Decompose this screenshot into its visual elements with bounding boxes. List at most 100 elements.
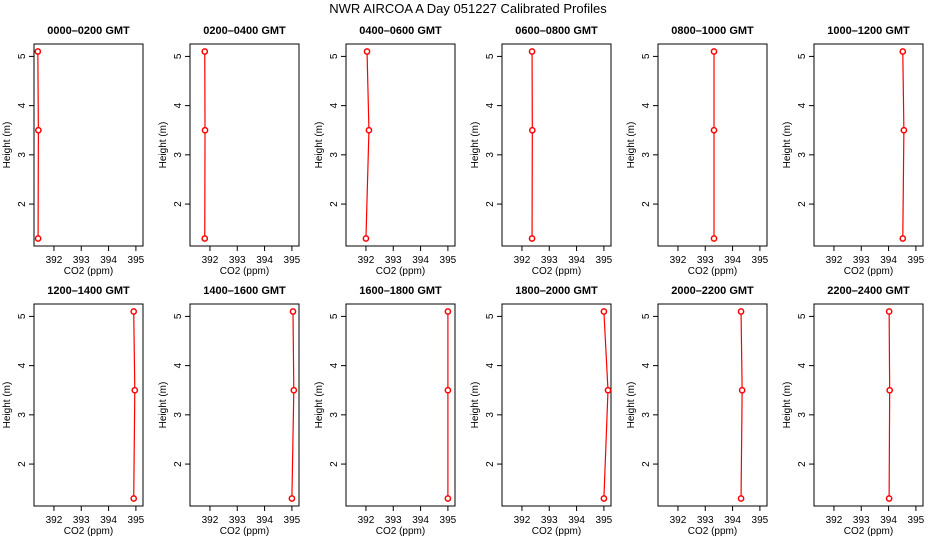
y-tick-label: 5 <box>485 313 496 319</box>
y-tick-label: 4 <box>797 362 808 368</box>
data-point <box>444 386 452 394</box>
profile-line <box>133 311 136 499</box>
x-tick-label: 394 <box>256 515 273 526</box>
x-tick-label: 392 <box>670 255 687 266</box>
panel: 2200–2400 GMT 392 393 394 395 2 3 4 5 CO2 (ppm) He… <box>782 285 925 537</box>
x-tick-label: 395 <box>596 255 613 266</box>
data-point <box>737 495 745 502</box>
x-axis-label: CO2 (ppm) <box>64 526 113 537</box>
panel: 0000–0200 GMT 392 393 394 395 2 3 4 5 CO2 (ppm) He… <box>2 25 145 277</box>
y-tick-label: 3 <box>329 412 340 418</box>
data-point <box>710 126 718 134</box>
data-point <box>201 126 209 134</box>
y-tick-label: 4 <box>641 102 652 108</box>
x-tick-label: 392 <box>670 515 687 526</box>
plot-frame <box>189 43 300 247</box>
y-tick-label: 2 <box>17 461 28 467</box>
x-axis-label: CO2 (ppm) <box>220 266 269 277</box>
y-tick-label: 4 <box>173 102 184 108</box>
plot-frame <box>33 43 144 247</box>
x-tick-label: 394 <box>256 255 273 266</box>
data-point <box>365 126 373 134</box>
x-tick-label: 395 <box>128 255 145 266</box>
x-tick-label: 394 <box>568 255 585 266</box>
profile-line <box>603 311 609 499</box>
x-tick-label: 394 <box>100 515 117 526</box>
y-tick-label: 5 <box>485 53 496 59</box>
y-tick-label: 3 <box>173 412 184 418</box>
y-tick-label: 3 <box>641 412 652 418</box>
data-point <box>528 235 536 242</box>
x-tick-label: 392 <box>202 255 219 266</box>
x-axis-label: CO2 (ppm) <box>220 526 269 537</box>
data-point <box>710 48 718 55</box>
data-point <box>363 48 371 55</box>
data-point <box>288 495 296 502</box>
panel-title: 0000–0200 GMT <box>47 25 130 37</box>
y-tick-label: 2 <box>329 201 340 207</box>
y-tick-label: 4 <box>329 362 340 368</box>
y-tick-label: 3 <box>485 152 496 158</box>
y-tick-label: 3 <box>17 412 28 418</box>
data-point <box>444 495 452 502</box>
panel: 0400–0600 GMT 392 393 394 395 2 3 4 5 CO2 (ppm) He… <box>314 25 457 277</box>
x-axis-label: CO2 (ppm) <box>844 526 893 537</box>
y-tick-label: 2 <box>173 201 184 207</box>
y-axis-label: Height (m) <box>158 122 169 169</box>
x-tick-label: 395 <box>128 515 145 526</box>
y-tick-label: 2 <box>797 201 808 207</box>
x-tick-label: 393 <box>541 515 558 526</box>
data-point <box>34 48 42 55</box>
x-tick-label: 393 <box>697 515 714 526</box>
y-axis-label: Height (m) <box>626 382 637 429</box>
profile-line <box>888 311 891 499</box>
y-tick-label: 4 <box>329 102 340 108</box>
data-point <box>528 126 536 134</box>
x-tick-label: 393 <box>853 255 870 266</box>
y-tick-label: 5 <box>329 313 340 319</box>
panel-title: 1000–1200 GMT <box>827 25 910 37</box>
panel: 1600–1800 GMT 392 393 394 395 2 3 4 5 CO2 (ppm) He… <box>314 285 457 537</box>
x-axis-label: CO2 (ppm) <box>376 266 425 277</box>
y-tick-label: 5 <box>641 53 652 59</box>
profile-line <box>365 51 370 239</box>
plot-frame <box>501 43 612 247</box>
x-tick-label: 393 <box>541 255 558 266</box>
y-tick-label: 5 <box>17 53 28 59</box>
y-tick-label: 2 <box>641 461 652 467</box>
y-tick-label: 3 <box>797 152 808 158</box>
y-tick-label: 3 <box>641 152 652 158</box>
y-tick-label: 2 <box>797 461 808 467</box>
x-tick-label: 392 <box>46 255 63 266</box>
x-tick-label: 394 <box>724 255 741 266</box>
x-axis-label: CO2 (ppm) <box>532 266 581 277</box>
y-axis-label: Height (m) <box>470 122 481 169</box>
panel-title: 2000–2200 GMT <box>671 285 754 297</box>
x-tick-label: 393 <box>229 515 246 526</box>
y-axis-label: Height (m) <box>2 122 13 169</box>
data-point <box>201 48 209 55</box>
x-tick-label: 394 <box>568 515 585 526</box>
y-tick-label: 4 <box>641 362 652 368</box>
data-point <box>900 126 908 134</box>
data-point <box>604 386 612 394</box>
data-point <box>362 235 370 242</box>
data-point <box>289 308 297 315</box>
panel-title: 1600–1800 GMT <box>359 285 442 297</box>
y-axis-label: Height (m) <box>314 382 325 429</box>
chart-title: NWR AIRCOA A Day 051227 Calibrated Profi… <box>329 1 607 16</box>
data-point <box>528 48 536 55</box>
panel-title: 0600–0800 GMT <box>515 25 598 37</box>
x-tick-label: 392 <box>514 515 531 526</box>
profile-line <box>740 311 743 499</box>
x-tick-label: 395 <box>908 255 925 266</box>
plot-frame <box>33 303 144 507</box>
y-axis-label: Height (m) <box>782 382 793 429</box>
x-tick-label: 395 <box>284 515 301 526</box>
panel: 1000–1200 GMT 392 393 394 395 2 3 4 5 CO2 (ppm) He… <box>782 25 925 277</box>
data-point <box>34 235 42 242</box>
y-tick-label: 5 <box>329 53 340 59</box>
data-point <box>290 386 298 394</box>
y-axis-label: Height (m) <box>470 382 481 429</box>
